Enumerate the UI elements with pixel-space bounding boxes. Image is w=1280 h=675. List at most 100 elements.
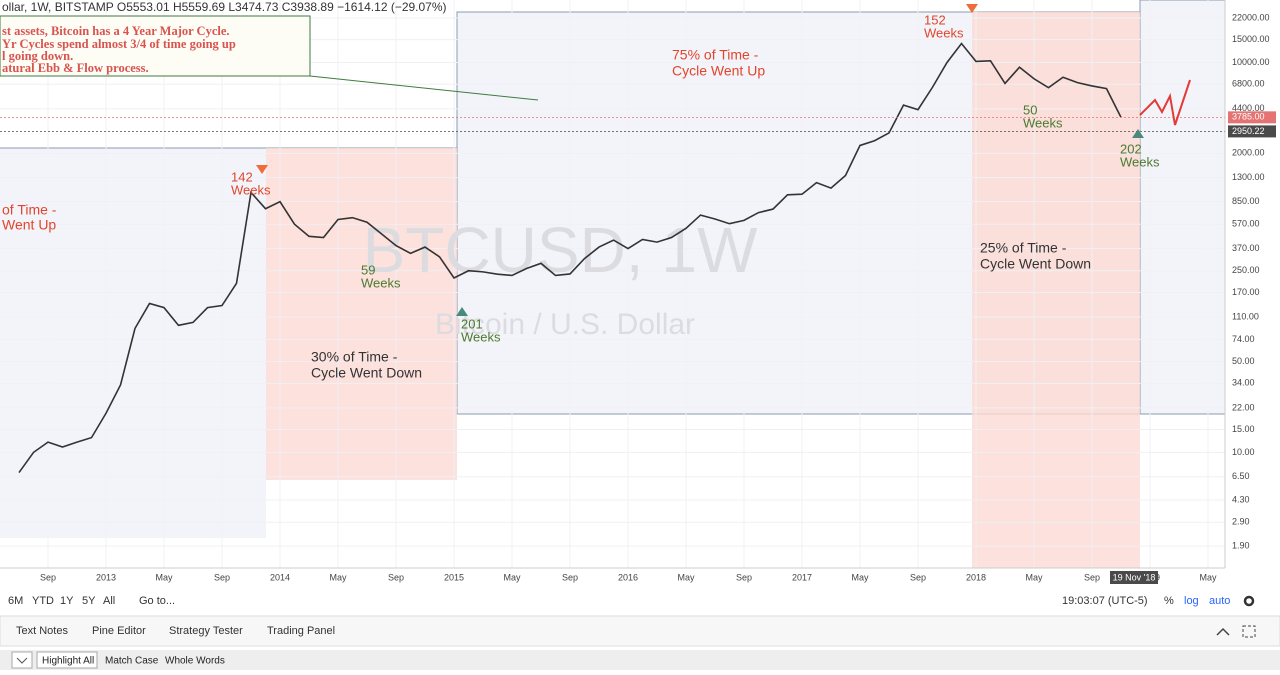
annotation: Cycle Went Down — [980, 256, 1091, 272]
annotation: 142 — [231, 169, 253, 184]
x-tick-label: May — [329, 572, 347, 582]
x-tick-label: 2017 — [792, 572, 812, 582]
x-tick-label: May — [1025, 572, 1043, 582]
y-tick-label: 15000.00 — [1232, 34, 1270, 44]
maximize-icon[interactable] — [1242, 625, 1256, 638]
annotation: 30% of Time - — [311, 349, 398, 365]
find-toggle-bg — [36, 651, 98, 669]
y-tick-label: 250.00 — [1232, 265, 1260, 275]
annotation: Weeks — [361, 275, 401, 290]
y-tick-label: 2000.00 — [1232, 148, 1265, 158]
x-tick-label: May — [155, 572, 173, 582]
annotation: of Time - — [2, 202, 57, 218]
goto-button[interactable]: Go to... — [139, 595, 175, 607]
range-button[interactable]: 1Y — [60, 595, 74, 607]
price-tag — [1228, 111, 1276, 124]
x-tick-label: May — [1199, 572, 1217, 582]
y-tick-label: 22.00 — [1232, 402, 1255, 412]
x-tick-label: Sep — [214, 572, 230, 582]
y-tick-label: 4.30 — [1232, 494, 1250, 504]
price-tag-label: 2950.22 — [1232, 126, 1265, 136]
y-tick-label: 110.00 — [1232, 311, 1259, 321]
annotation: 59 — [361, 262, 375, 277]
x-tick-label: Sep — [388, 572, 404, 582]
y-tick-label: 10.00 — [1232, 447, 1255, 457]
range-button[interactable]: All — [103, 595, 115, 607]
find-toggle[interactable]: Whole Words — [165, 656, 225, 667]
watermark: Bitcoin / U.S. Dollar — [435, 308, 695, 341]
y-tick-label: 6.50 — [1232, 471, 1250, 481]
note-line: atural Ebb & Flow process. — [2, 61, 149, 75]
tab[interactable]: Pine Editor — [92, 625, 146, 637]
x-tick-label: Sep — [562, 572, 578, 582]
x-tick-label: May — [851, 572, 869, 582]
collapse-icon[interactable] — [1216, 627, 1230, 636]
y-tick-label: 370.00 — [1232, 243, 1260, 253]
annotation: Weeks — [1023, 115, 1063, 130]
note-line: Yr Cycles spend almost 3/4 of time going… — [2, 37, 236, 51]
y-tick-label: 2.90 — [1232, 517, 1250, 527]
x-tick-label: May — [677, 572, 695, 582]
tab-bar — [0, 615, 1280, 647]
annotation: Weeks — [924, 25, 964, 40]
x-tick-label: Sep — [40, 572, 56, 582]
dropdown-icon — [16, 657, 28, 664]
range-button[interactable]: 6M — [8, 595, 23, 607]
price-line — [18, 42, 1122, 474]
y-tick-label: 34.00 — [1232, 378, 1255, 388]
x-tick-label: May — [503, 572, 521, 582]
annotation: Went Up — [2, 217, 56, 233]
note-pointer — [309, 75, 539, 101]
note-line: st assets, Bitcoin has a 4 Year Major Cy… — [2, 24, 230, 38]
log-toggle[interactable]: log — [1184, 595, 1199, 607]
x-tick-label: Sep — [736, 572, 752, 582]
x-tick-label: Sep — [1084, 572, 1100, 582]
tab[interactable]: Text Notes — [16, 625, 68, 637]
y-tick-label: 570.00 — [1232, 219, 1260, 229]
note-line: l going down. — [2, 49, 73, 63]
y-tick-label: 1.90 — [1232, 541, 1250, 551]
note-box — [0, 15, 311, 77]
annotation: 152 — [924, 12, 946, 27]
annotation: 25% of Time - — [980, 240, 1067, 256]
x-tick-label: 2013 — [96, 572, 116, 582]
y-tick-label: 1300.00 — [1232, 172, 1265, 182]
y-tick-label: 74.00 — [1232, 334, 1255, 344]
find-toggle[interactable]: Match Case — [105, 656, 159, 667]
y-tick-label: 170.00 — [1232, 287, 1260, 297]
auto-toggle[interactable]: auto — [1209, 595, 1230, 607]
settings-icon[interactable] — [1243, 595, 1255, 607]
find-toggle[interactable]: Highlight All — [42, 656, 94, 667]
annotation: 202 — [1120, 141, 1142, 156]
find-bar — [0, 650, 1280, 670]
x-tick-label: 2018 — [966, 572, 986, 582]
projection — [1139, 79, 1191, 126]
find-dropdown[interactable] — [11, 651, 33, 669]
down-region — [266, 148, 457, 480]
price-tag-label: 3785.00 — [1232, 112, 1265, 122]
annotation: Weeks — [461, 329, 501, 344]
time-toolbar — [0, 588, 1280, 614]
y-tick-label: 22000.00 — [1232, 12, 1270, 22]
y-tick-label: 4400.00 — [1232, 103, 1265, 113]
annotation: Cycle Went Up — [672, 63, 765, 79]
date-tag — [1110, 571, 1158, 584]
date-tag-label: 19 Nov '18 — [1113, 572, 1156, 582]
annotation: 75% of Time - — [672, 47, 759, 63]
annotation: 50 — [1023, 102, 1037, 117]
x-tick-label: 2015 — [444, 572, 464, 582]
tab[interactable]: Trading Panel — [267, 625, 335, 637]
y-tick-label: 850.00 — [1232, 196, 1260, 206]
percent-toggle[interactable]: % — [1164, 595, 1174, 607]
range-button[interactable]: YTD — [32, 595, 54, 607]
x-tick-label: 2014 — [270, 572, 290, 582]
range-button[interactable]: 5Y — [82, 595, 96, 607]
y-tick-label: 10000.00 — [1232, 57, 1270, 67]
clock: 19:03:07 (UTC-5) — [1062, 595, 1148, 607]
annotation: Weeks — [231, 182, 271, 197]
tab[interactable]: Strategy Tester — [169, 625, 243, 637]
x-tick-label: 2016 — [618, 572, 638, 582]
y-tick-label: 15.00 — [1232, 424, 1255, 434]
x-tick-label: Sep — [910, 572, 926, 582]
